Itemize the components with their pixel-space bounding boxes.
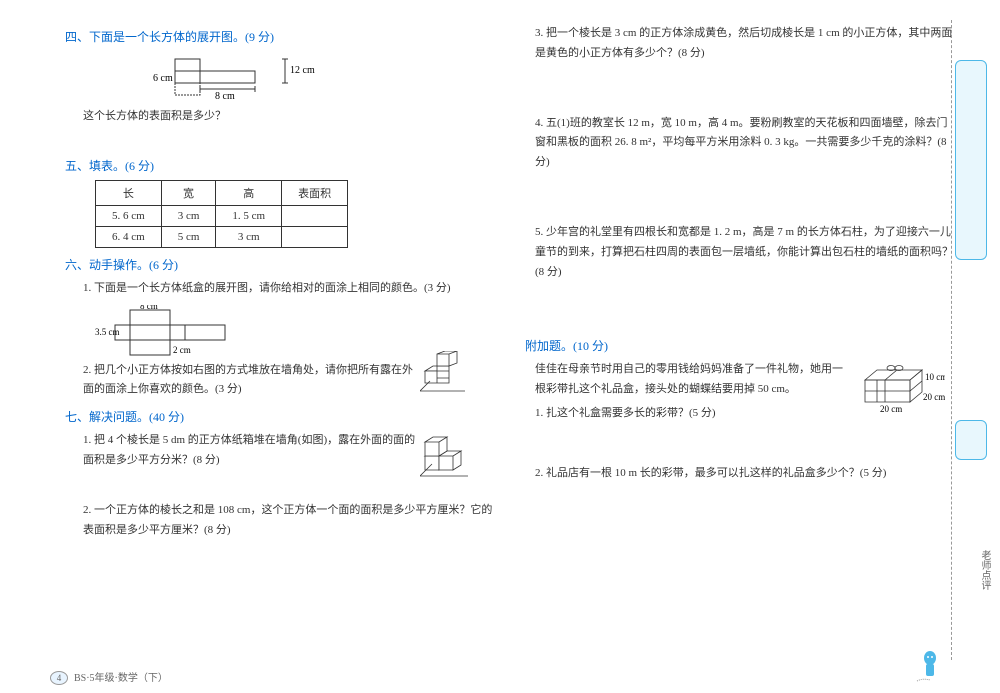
svg-text:8 cm: 8 cm xyxy=(215,91,235,102)
gift-diagram: 10 cm 20 cm 20 cm xyxy=(855,360,945,415)
svg-text:12 cm: 12 cm xyxy=(290,65,315,76)
s7-q2: 2. 一个正方体的棱长之和是 108 cm，这个正方体一个面的面积是多少平方厘米… xyxy=(83,501,495,541)
bonus-title: 附加题。(10 分) xyxy=(525,337,955,354)
svg-text:3.5 cm: 3.5 cm xyxy=(95,327,120,337)
svg-text:6 cm: 6 cm xyxy=(153,73,173,84)
page-number: 4 xyxy=(50,671,68,685)
fill-table: 长宽高表面积 5. 6 cm3 cm1. 5 cm 6. 4 cm5 cm3 c… xyxy=(95,180,348,248)
net-diagram-1: 6 cm 8 cm 12 cm xyxy=(145,51,325,101)
svg-text:20 cm: 20 cm xyxy=(880,404,902,414)
fold-line xyxy=(951,20,952,660)
page-footer: 4BS·5年级·数学（下） xyxy=(50,669,168,685)
svg-text:2 cm: 2 cm xyxy=(173,345,191,355)
section-4-title: 四、下面是一个长方体的展开图。(9 分) xyxy=(65,28,495,45)
bonus-q2: 2. 礼品店有一根 10 m 长的彩带，最多可以扎这样的礼品盒多少个？(5 分) xyxy=(535,464,955,484)
s7-q3: 3. 把一个棱长是 3 cm 的正方体涂成黄色，然后切成棱长是 1 cm 的小正… xyxy=(535,24,955,64)
teacher-label: 老师点评 xyxy=(977,550,992,590)
mascot-icon xyxy=(915,648,945,683)
svg-text:10 cm: 10 cm xyxy=(925,372,945,382)
s7-q5: 5. 少年宫的礼堂里有四根长和宽都是 1. 2 m，高是 7 m 的长方体石柱，… xyxy=(535,223,955,282)
section-5-title: 五、填表。(6 分) xyxy=(65,157,495,174)
section-7-title: 七、解决问题。(40 分) xyxy=(65,408,495,425)
sidebar xyxy=(955,60,990,560)
s6-q1: 1. 下面是一个长方体纸盒的展开图，请你给相对的面涂上相同的颜色。(3 分) xyxy=(83,279,495,299)
svg-text:20 cm: 20 cm xyxy=(923,392,945,402)
section-6-title: 六、动手操作。(6 分) xyxy=(65,256,495,273)
cubes-diagram-1 xyxy=(420,351,475,396)
svg-text:8 cm: 8 cm xyxy=(140,305,158,311)
net-diagram-2: 8 cm 3.5 cm 2 cm xyxy=(95,305,265,355)
s4-question: 这个长方体的表面积是多少？ xyxy=(83,107,495,127)
s7-q4: 4. 五(1)班的教室长 12 m，宽 10 m，高 4 m。要粉刷教室的天花板… xyxy=(535,114,955,173)
cubes-diagram-2 xyxy=(420,431,475,481)
